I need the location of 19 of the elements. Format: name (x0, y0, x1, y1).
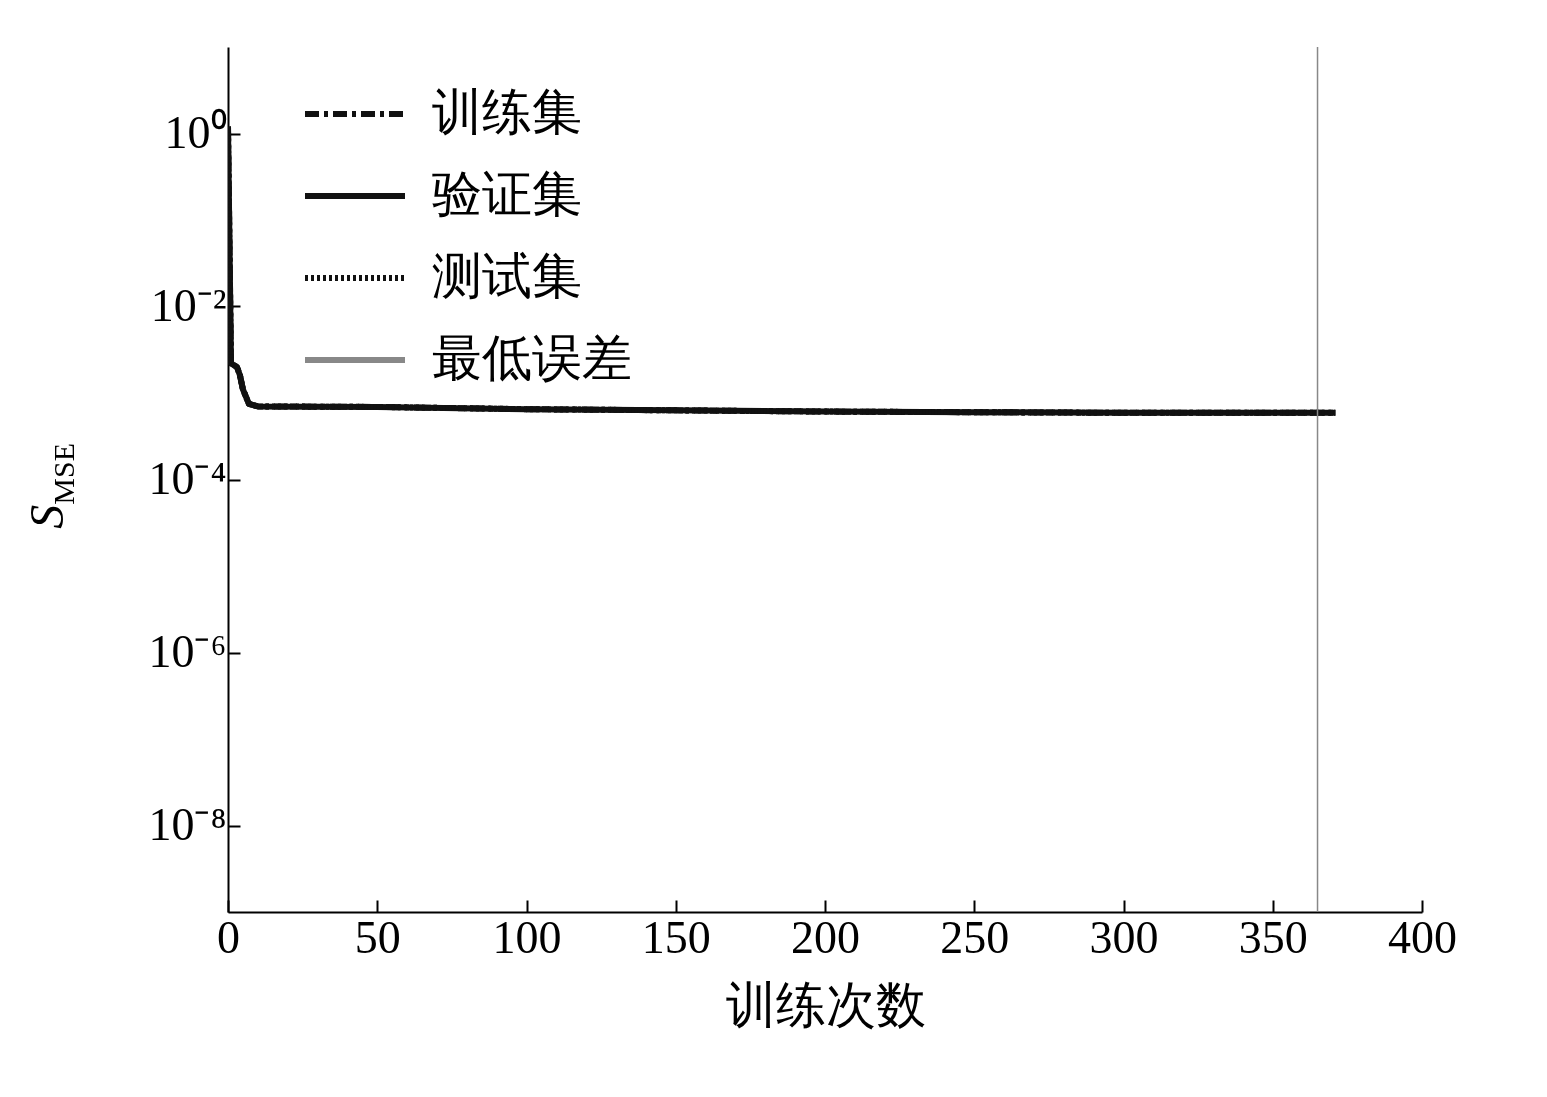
y-tick-label: 10⁻⁸ (148, 799, 227, 850)
y-tick-label: 10⁻⁶ (148, 626, 227, 677)
y-tick-label: 10⁰ (164, 107, 227, 158)
legend-label: 训练集 (432, 84, 582, 140)
legend-label: 测试集 (432, 248, 582, 304)
x-axis-title: 训练次数 (725, 976, 926, 1033)
x-tick-label: 0 (217, 911, 240, 963)
x-tick-label: 200 (791, 911, 860, 963)
x-tick-label: 100 (492, 911, 562, 963)
x-tick-label: 300 (1089, 911, 1159, 963)
x-tick-label: 350 (1238, 911, 1308, 963)
x-tick-label: 50 (354, 911, 401, 963)
x-tick-label: 250 (940, 911, 1010, 963)
y-tick-label: 10⁻⁴ (148, 453, 227, 504)
y-tick-label: 10⁻² (150, 280, 227, 331)
x-tick-label: 150 (641, 911, 711, 963)
legend-label: 最低误差 (432, 330, 632, 386)
x-tick-label: 400 (1388, 911, 1457, 963)
legend-label: 验证集 (432, 166, 582, 222)
